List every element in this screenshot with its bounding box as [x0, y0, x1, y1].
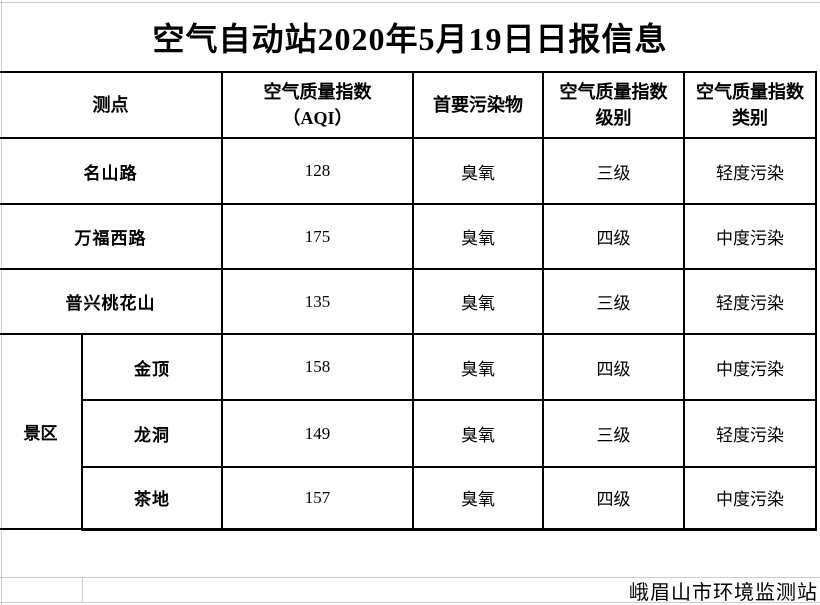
pollutant-cell: 臭氧 — [412, 268, 544, 335]
site-cell: 万福西路 — [0, 203, 223, 270]
air-quality-table: 测点 空气质量指数 （AQI） 首要污染物 空气质量指数 级别 空气质量指数 类… — [0, 71, 817, 531]
col-header-site: 测点 — [0, 71, 223, 139]
category-cell: 中度污染 — [683, 203, 817, 270]
site-cell: 名山路 — [0, 137, 223, 205]
pollutant-cell: 臭氧 — [412, 399, 544, 468]
site-cell: 龙洞 — [81, 399, 223, 468]
footer-signature: 峨眉山市环境监测站 — [0, 577, 820, 604]
table-row: 龙洞 149 臭氧 三级 轻度污染 — [0, 399, 817, 468]
group-cell: 景区 — [0, 333, 83, 530]
pollutant-cell: 臭氧 — [412, 137, 544, 205]
footer-gridline-vertical — [82, 577, 83, 603]
category-cell: 轻度污染 — [683, 268, 817, 335]
aqi-cell: 175 — [221, 203, 414, 270]
pollutant-cell: 臭氧 — [412, 333, 544, 401]
level-cell: 四级 — [542, 333, 685, 401]
level-cell: 三级 — [542, 137, 685, 205]
site-cell: 茶地 — [81, 466, 223, 531]
table-row: 名山路 128 臭氧 三级 轻度污染 — [0, 137, 817, 205]
pollutant-cell: 臭氧 — [412, 466, 544, 531]
level-cell: 四级 — [542, 203, 685, 270]
col-header-category: 空气质量指数 类别 — [683, 71, 817, 139]
site-cell: 普兴桃花山 — [0, 268, 223, 335]
col-header-level: 空气质量指数 级别 — [542, 71, 685, 139]
aqi-cell: 157 — [221, 466, 414, 531]
col-header-pollutant: 首要污染物 — [412, 71, 544, 139]
category-cell: 轻度污染 — [683, 399, 817, 468]
table-row: 万福西路 175 臭氧 四级 中度污染 — [0, 203, 817, 270]
category-cell: 轻度污染 — [683, 137, 817, 205]
level-cell: 三级 — [542, 268, 685, 335]
aqi-cell: 149 — [221, 399, 414, 468]
level-cell: 四级 — [542, 466, 685, 531]
site-cell: 金顶 — [81, 333, 223, 401]
table-row: 茶地 157 臭氧 四级 中度污染 — [0, 466, 817, 531]
table-row: 普兴桃花山 135 臭氧 三级 轻度污染 — [0, 268, 817, 335]
col-header-aqi: 空气质量指数 （AQI） — [221, 71, 414, 139]
level-cell: 三级 — [542, 399, 685, 468]
aqi-cell: 158 — [221, 333, 414, 401]
category-cell: 中度污染 — [683, 466, 817, 531]
page-title: 空气自动站2020年5月19日日报信息 — [152, 21, 668, 57]
table-row: 景区 金顶 158 臭氧 四级 中度污染 — [0, 333, 817, 530]
pollutant-cell: 臭氧 — [412, 203, 544, 270]
aqi-cell: 135 — [221, 268, 414, 335]
aqi-cell: 128 — [221, 137, 414, 205]
category-cell: 中度污染 — [683, 333, 817, 401]
gridline-top — [0, 2, 820, 3]
header-row: 测点 空气质量指数 （AQI） 首要污染物 空气质量指数 级别 空气质量指数 类… — [0, 71, 817, 139]
